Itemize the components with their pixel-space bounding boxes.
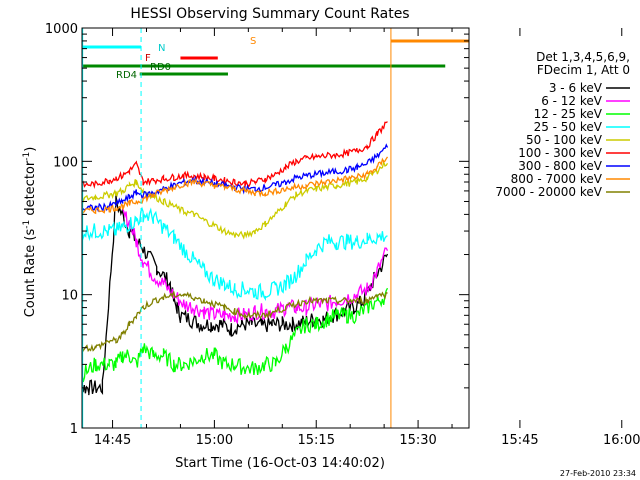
series-line [82, 287, 389, 383]
legend-entry-label: 3 - 6 keV [549, 81, 603, 95]
x-tick-label: 15:15 [298, 433, 335, 448]
series-8 [82, 291, 388, 353]
series-7 [82, 156, 389, 215]
flag-label: N [158, 43, 165, 54]
y-axis-label-sup2: -1 [22, 152, 32, 161]
legend-entry-label: 100 - 300 keV [518, 146, 602, 160]
y-axis-label-sup1: -1 [22, 220, 32, 229]
series-2 [82, 287, 389, 383]
y-axis: 1 10 100 1000 [45, 22, 469, 437]
series-line [82, 143, 389, 213]
legend-entry-label: 25 - 50 keV [534, 120, 603, 134]
series-3 [82, 206, 388, 302]
legend-entry-label: 6 - 12 keV [541, 94, 603, 108]
flag-label: F [145, 53, 151, 64]
legend-entry-label: 50 - 100 keV [526, 133, 603, 147]
x-tick-label: 15:00 [196, 433, 233, 448]
series-6 [82, 143, 389, 213]
flag-label: S [250, 36, 256, 47]
y-axis-label: Count Rate (s-1 detector-1) [22, 147, 38, 318]
y-axis-label-main: Count Rate (s [23, 229, 38, 318]
vertical-markers [82, 28, 392, 428]
chart-title: HESSI Observing Summary Count Rates [130, 6, 409, 22]
legend-entry-label: 300 - 800 keV [518, 159, 602, 173]
x-tick-label: 15:30 [399, 433, 436, 448]
series-line [82, 291, 388, 353]
legend-entry-label: 12 - 25 keV [534, 107, 603, 121]
x-tick-label: 15:45 [501, 433, 538, 448]
legend-header: FDecim 1, Att 0 [537, 63, 630, 77]
flag-label: RD4 [116, 70, 137, 81]
y-tick-label: 1000 [45, 22, 78, 37]
legend-entry-label: 7000 - 20000 keV [495, 185, 602, 199]
x-tick-label: 16:00 [603, 433, 640, 448]
legend-header: Det 1,3,4,5,6,9, [536, 50, 630, 64]
x-tick-label: 14:45 [94, 433, 131, 448]
legend-entry-label: 800 - 7000 keV [511, 172, 603, 186]
series-line [82, 159, 389, 240]
flag-label: RD0 [150, 62, 171, 73]
plot-frame [81, 27, 470, 429]
date-stamp: 27-Feb-2010 23:34 [560, 469, 636, 478]
legend: Det 1,3,4,5,6,9,FDecim 1, Att 0 3 - 6 keV… [495, 50, 630, 199]
x-axis-label: Start Time (16-Oct-03 14:40:02) [175, 456, 385, 471]
y-tick-label: 1 [70, 422, 78, 437]
series-line [82, 206, 388, 302]
y-tick-label: 10 [61, 289, 78, 304]
series-line [82, 156, 389, 215]
y-tick-label: 100 [53, 155, 78, 170]
y-axis-label-mid: detector [23, 160, 38, 220]
series-layer [82, 121, 389, 396]
series-line [122, 208, 389, 324]
series-4 [82, 159, 389, 240]
y-axis-label-end: ) [23, 147, 38, 152]
series-1 [122, 208, 389, 324]
